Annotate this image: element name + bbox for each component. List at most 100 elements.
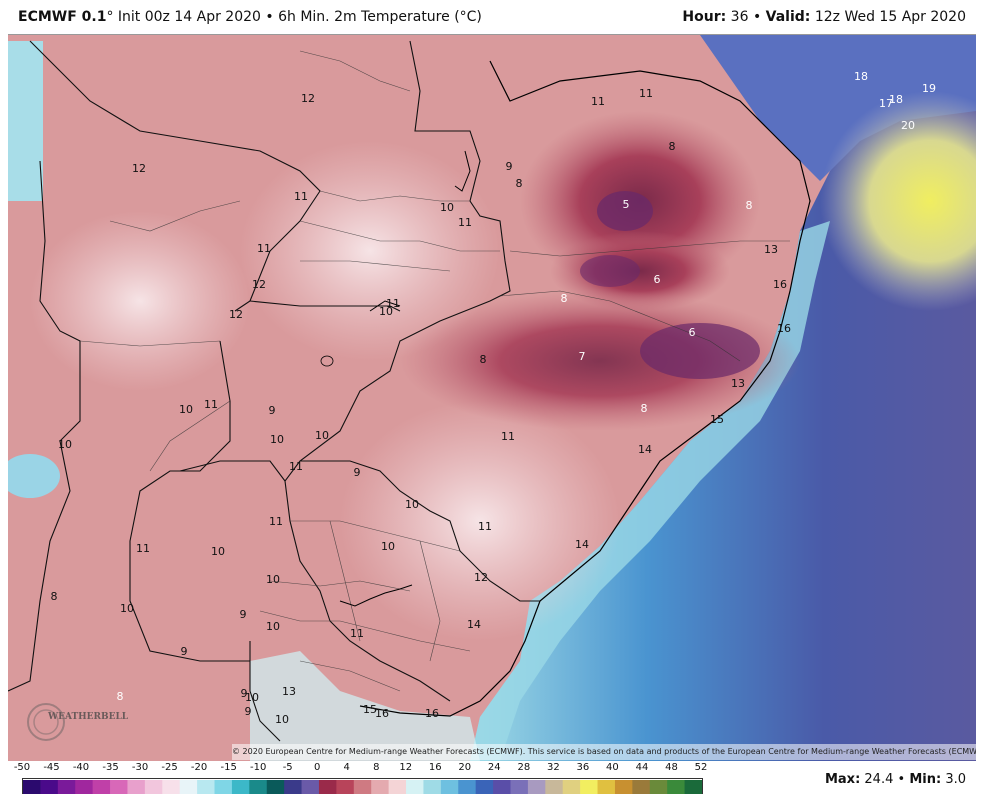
- colorbar-swatch: [597, 780, 616, 794]
- temperature-label: 10: [270, 433, 284, 446]
- temperature-label: 8: [669, 140, 676, 153]
- colorbar-ticks: -50 -45 -40 -35 -30 -25 -20 -15 -10 -5 0 4 8 12 16 20 24…: [0, 762, 984, 776]
- header-right: Hour: 36 • Valid: 12z Wed 15 Apr 2020: [682, 0, 966, 34]
- pale-region-1: [30, 211, 250, 391]
- colorbar-swatch: [510, 780, 529, 794]
- copyright-notice: © 2020 European Centre for Medium-range …: [232, 744, 976, 760]
- temperature-label: 16: [375, 707, 389, 720]
- colorbar-swatch: [162, 780, 181, 794]
- colorbar-swatch: [179, 780, 198, 794]
- colorbar-swatch: [614, 780, 633, 794]
- colorbar-tick: 20: [458, 762, 472, 773]
- lake-titicaca-area: [8, 454, 60, 498]
- temperature-label: 15: [363, 703, 377, 716]
- temperature-label: 10: [275, 713, 289, 726]
- hour-label: Hour:: [682, 9, 727, 25]
- colorbar-swatch: [371, 780, 390, 794]
- temperature-label: 12: [301, 92, 315, 105]
- temperature-label: 13: [731, 377, 745, 390]
- colorbar-swatch: [684, 780, 703, 794]
- warm-sst-area: [820, 91, 976, 311]
- cold-spot-mid: [580, 255, 640, 287]
- temperature-label: 11: [386, 297, 400, 310]
- colorbar-tick: -50: [13, 762, 31, 773]
- temperature-label: 8: [480, 353, 487, 366]
- header-separator: •: [265, 9, 274, 25]
- colorbar-swatch: [23, 780, 42, 794]
- temperature-label: 11: [458, 216, 472, 229]
- temperature-label: 10: [440, 201, 454, 214]
- state-borders: [79, 50, 790, 692]
- temperature-label: 20: [901, 119, 915, 132]
- colorbar-swatch: [284, 780, 303, 794]
- colorbar-swatch: [475, 780, 494, 794]
- colorbar-swatch: [127, 780, 146, 794]
- colorbar-tick: 40: [606, 762, 619, 773]
- temperature-label: 10: [245, 691, 259, 704]
- temperature-label: 14: [638, 443, 652, 456]
- temperature-label: 11: [289, 460, 303, 473]
- min-label: Min:: [909, 772, 942, 787]
- hour-value: 36: [730, 9, 749, 25]
- temperature-label: 9: [245, 705, 252, 718]
- colorbar-swatch: [493, 780, 512, 794]
- weatherbell-logo: WEATHERBELL: [18, 700, 128, 744]
- pale-region-3: [340, 401, 620, 641]
- colorbar-swatch: [423, 780, 442, 794]
- colorbar-tick: 36: [576, 762, 590, 773]
- colorbar-swatch: [75, 780, 94, 794]
- temperature-label: 9: [269, 404, 276, 417]
- colorbar-swatch: [667, 780, 686, 794]
- colorbar-swatch: [266, 780, 285, 794]
- max-min-separator: •: [897, 772, 906, 787]
- temperature-label: 10: [58, 438, 72, 451]
- colorbar-swatch: [632, 780, 651, 794]
- temperature-label: 9: [240, 608, 247, 621]
- colorbar-swatch: [527, 780, 546, 794]
- temperature-label: 8: [746, 199, 753, 212]
- temperature-label: 6: [689, 326, 696, 339]
- colorbar-tick: -20: [190, 762, 208, 773]
- temperature-label: 14: [467, 618, 481, 631]
- temperature-label: 11: [350, 627, 364, 640]
- max-min-readout: Max: 24.4 • Min: 3.0: [825, 770, 966, 790]
- colorbar-swatch: [214, 780, 233, 794]
- colorbar-swatch: [249, 780, 268, 794]
- temperature-label: 8: [641, 402, 648, 415]
- colorbar-tick: -25: [161, 762, 178, 773]
- colorbar-swatch: [388, 780, 407, 794]
- temperature-label: 11: [501, 430, 515, 443]
- colorbar-swatch: [92, 780, 111, 794]
- colorbar-tick: 4: [343, 762, 350, 773]
- product-name: 6h Min. 2m Temperature (°C): [278, 9, 482, 25]
- colorbar-tick: 12: [399, 762, 413, 773]
- colorbar-swatch: [458, 780, 477, 794]
- colorbar-tick: 24: [487, 762, 501, 773]
- coldest-spot-north: [597, 191, 653, 231]
- map-header: ECMWF 0.1° Init 00z 14 Apr 2020 • 6h Min…: [0, 0, 984, 34]
- colorbar-tick: -30: [131, 762, 149, 773]
- temperature-label: 10: [379, 305, 393, 318]
- max-label: Max:: [824, 772, 861, 787]
- temperature-label: 11: [204, 398, 218, 411]
- colorbar-swatch: [353, 780, 372, 794]
- temperature-label: 18: [889, 93, 903, 106]
- colorbar-tick: 52: [694, 762, 708, 773]
- valid-label: Valid:: [765, 9, 811, 25]
- colorbar-swatch: [562, 780, 581, 794]
- colorbar-swatch: [318, 780, 337, 794]
- temperature-label: 10: [405, 498, 419, 511]
- national-borders: [8, 40, 540, 742]
- temperature-label: 11: [591, 95, 605, 108]
- colorbar-swatch: [231, 780, 250, 794]
- temperature-label: 9: [181, 645, 188, 658]
- colorbar-swatch: [110, 780, 129, 794]
- river-plate: [339, 584, 413, 607]
- colorbar-swatch: [440, 780, 459, 794]
- colorbar-tick: 48: [665, 762, 678, 773]
- temperature-label: 10: [381, 540, 395, 553]
- header-left: ECMWF 0.1° Init 00z 14 Apr 2020 • 6h Min…: [18, 0, 482, 34]
- temperature-label: 12: [252, 278, 266, 291]
- temperature-label: 11: [257, 242, 271, 255]
